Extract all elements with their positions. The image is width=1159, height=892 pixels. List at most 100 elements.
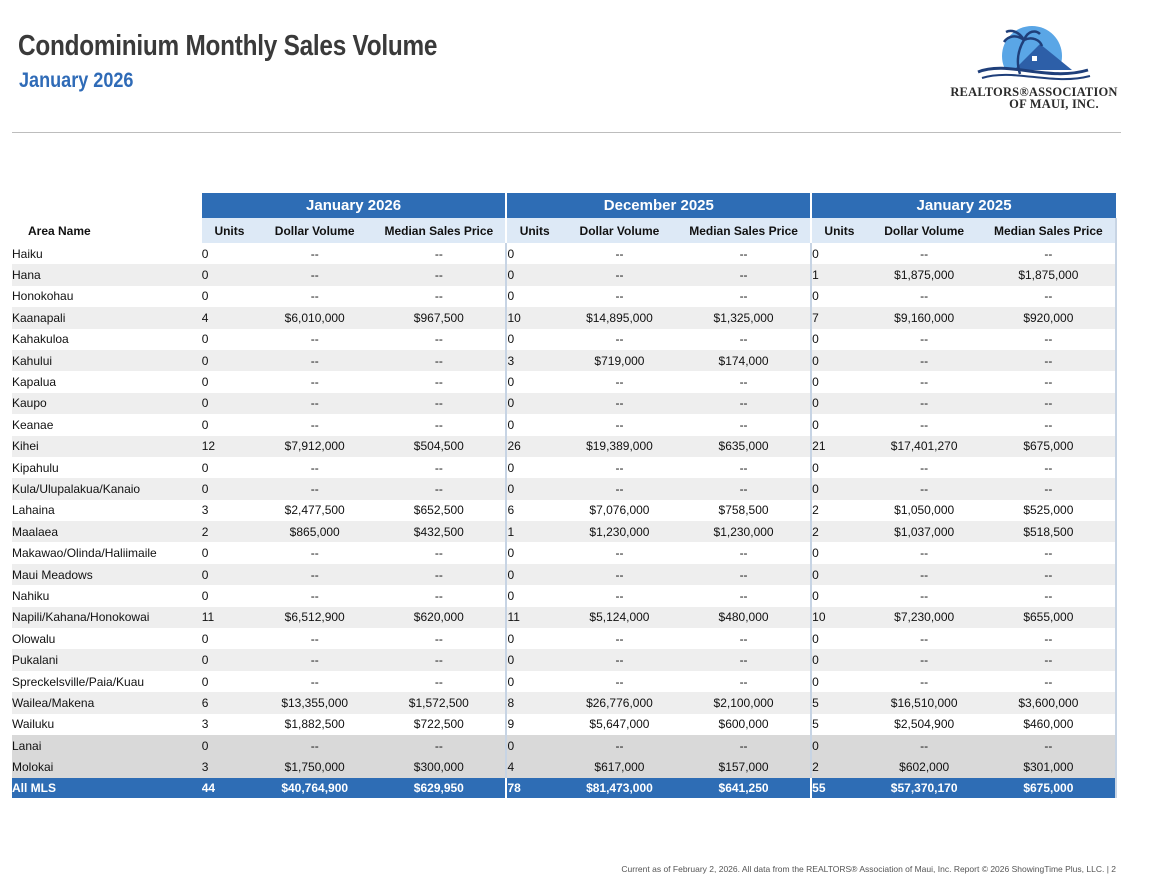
units-cell: 6: [505, 499, 562, 522]
units-cell: 10: [810, 606, 867, 629]
dollar-volume-cell: --: [561, 670, 677, 693]
units-cell: 5: [810, 692, 867, 714]
median-price-cell: --: [981, 585, 1118, 607]
column-header-median-price: Median Sales Price: [676, 218, 812, 243]
header-divider: [12, 132, 1121, 133]
dollar-volume-cell: $6,512,900: [257, 606, 373, 629]
logo-text: REALTORS®ASSOCIATION OF MAUI, INC.: [948, 86, 1120, 111]
units-cell: 26: [505, 435, 562, 457]
median-price-cell: --: [372, 285, 507, 308]
median-price-cell: $600,000: [676, 713, 812, 735]
units-cell: 0: [810, 456, 867, 479]
dollar-volume-cell: --: [561, 563, 677, 586]
palm-house-wave-icon: [977, 26, 1091, 88]
dollar-volume-cell: $1,750,000: [257, 756, 373, 778]
dollar-volume-cell: --: [257, 649, 373, 671]
area-name-cell: Hana: [12, 264, 202, 286]
units-cell: 0: [201, 563, 258, 586]
median-price-cell: --: [676, 585, 812, 607]
table-row: Lanai 0 -- -- 0 -- -- 0 -- --: [12, 734, 1118, 757]
dollar-volume-cell: --: [866, 456, 982, 479]
dollar-volume-cell: $17,401,270: [866, 435, 982, 457]
area-name-cell: Kula/Ulupalakua/Kanaio: [12, 478, 202, 500]
dollar-volume-cell: --: [561, 649, 677, 671]
units-cell: 3: [505, 349, 562, 372]
units-cell: 0: [505, 628, 562, 650]
median-price-cell: --: [372, 456, 507, 479]
units-cell: 11: [201, 606, 258, 629]
units-cell: 12: [201, 435, 258, 457]
units-cell: 0: [505, 392, 562, 415]
median-price-cell: $1,230,000: [676, 521, 812, 543]
median-price-cell: $641,250: [676, 777, 812, 798]
median-price-cell: $157,000: [676, 756, 812, 778]
units-cell: 0: [201, 585, 258, 607]
median-price-cell: --: [372, 243, 507, 265]
units-cell: 0: [505, 285, 562, 308]
dollar-volume-cell: --: [561, 328, 677, 350]
dollar-volume-cell: --: [257, 628, 373, 650]
units-cell: 0: [505, 649, 562, 671]
dollar-volume-cell: $7,076,000: [561, 499, 677, 522]
table-row: Hana 0 -- -- 0 -- -- 1 $1,875,000 $1,875,000: [12, 264, 1118, 286]
area-name-cell: Nahiku: [12, 585, 202, 607]
median-price-cell: --: [981, 285, 1118, 308]
median-price-cell: $920,000: [981, 307, 1118, 329]
median-price-cell: --: [372, 392, 507, 415]
dollar-volume-cell: --: [561, 371, 677, 393]
table-row: Olowalu 0 -- -- 0 -- -- 0 -- --: [12, 628, 1118, 650]
dollar-volume-cell: --: [257, 456, 373, 479]
units-cell: 0: [201, 328, 258, 350]
median-price-cell: --: [372, 670, 507, 693]
units-cell: 0: [810, 670, 867, 693]
median-price-cell: $480,000: [676, 606, 812, 629]
median-price-cell: --: [372, 414, 507, 436]
dollar-volume-cell: --: [866, 585, 982, 607]
median-price-cell: $2,100,000: [676, 692, 812, 714]
dollar-volume-cell: --: [561, 585, 677, 607]
area-name-cell: Haiku: [12, 243, 202, 265]
dollar-volume-cell: --: [866, 628, 982, 650]
column-header-units: Units: [201, 218, 258, 243]
units-cell: 0: [201, 670, 258, 693]
area-name-cell: Napili/Kahana/Honokowai: [12, 606, 202, 629]
dollar-volume-cell: --: [257, 371, 373, 393]
units-cell: 0: [201, 243, 258, 265]
dollar-volume-cell: $1,882,500: [257, 713, 373, 735]
dollar-volume-cell: --: [866, 392, 982, 415]
units-cell: 0: [810, 628, 867, 650]
units-cell: 21: [810, 435, 867, 457]
dollar-volume-cell: $40,764,900: [257, 777, 373, 798]
median-price-cell: --: [981, 456, 1118, 479]
dollar-volume-cell: --: [257, 478, 373, 500]
units-cell: 3: [201, 499, 258, 522]
area-name-cell: Molokai: [12, 756, 202, 778]
median-price-cell: --: [676, 542, 812, 564]
median-price-cell: $629,950: [372, 777, 507, 798]
units-cell: 44: [201, 777, 258, 798]
units-cell: 2: [810, 756, 867, 778]
units-cell: 0: [201, 542, 258, 564]
median-price-cell: --: [372, 371, 507, 393]
median-price-cell: --: [981, 328, 1118, 350]
column-header-units: Units: [810, 218, 867, 243]
table-row: Keanae 0 -- -- 0 -- -- 0 -- --: [12, 414, 1118, 436]
dollar-volume-cell: --: [866, 371, 982, 393]
dollar-volume-cell: --: [866, 243, 982, 265]
units-cell: 0: [810, 349, 867, 372]
dollar-volume-cell: --: [866, 328, 982, 350]
dollar-volume-cell: $9,160,000: [866, 307, 982, 329]
units-cell: 10: [505, 307, 562, 329]
units-cell: 8: [505, 692, 562, 714]
median-price-cell: $675,000: [981, 777, 1118, 798]
median-price-cell: --: [372, 734, 507, 757]
units-cell: 0: [810, 371, 867, 393]
median-price-cell: $504,500: [372, 435, 507, 457]
dollar-volume-cell: --: [866, 563, 982, 586]
units-cell: 4: [201, 307, 258, 329]
table-row: Pukalani 0 -- -- 0 -- -- 0 -- --: [12, 649, 1118, 671]
dollar-volume-cell: $81,473,000: [561, 777, 677, 798]
table-row: Kahakuloa 0 -- -- 0 -- -- 0 -- --: [12, 328, 1118, 350]
dollar-volume-cell: --: [257, 542, 373, 564]
dollar-volume-cell: --: [866, 734, 982, 757]
